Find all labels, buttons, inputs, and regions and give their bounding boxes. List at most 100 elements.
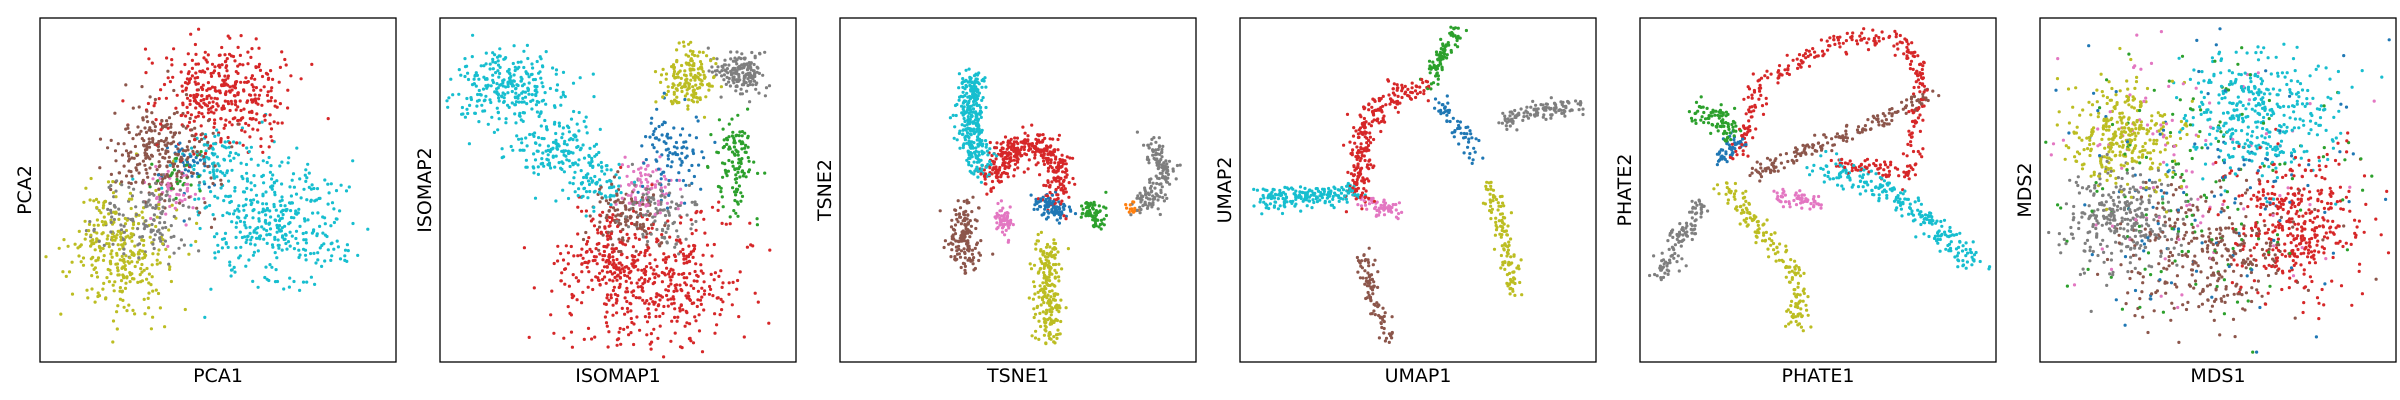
scatter-point	[271, 173, 275, 177]
scatter-point	[195, 88, 199, 92]
scatter-point	[697, 163, 701, 167]
scatter-point	[130, 239, 134, 243]
scatter-point	[957, 131, 962, 135]
scatter-point	[678, 69, 682, 73]
scatter-point	[633, 180, 637, 184]
scatter-point	[1046, 166, 1051, 170]
scatter-point	[115, 310, 119, 314]
scatter-point	[653, 201, 657, 205]
scatter-point	[280, 50, 284, 54]
scatter-point	[673, 331, 677, 335]
scatter-point	[148, 126, 152, 130]
scatter-point	[302, 238, 306, 242]
scatter-point	[510, 101, 514, 105]
scatter-point	[95, 271, 99, 275]
scatter-point	[297, 207, 301, 211]
scatter-point	[522, 111, 527, 115]
scatter-point	[1031, 150, 1035, 154]
scatter-point	[148, 166, 152, 170]
scatter-point	[737, 134, 741, 138]
scatter-point	[447, 96, 451, 100]
scatter-point	[133, 144, 137, 149]
scatter-point	[1093, 221, 1098, 225]
scatter-point	[297, 255, 301, 260]
scatter-point	[959, 249, 964, 253]
scatter-point	[495, 87, 499, 91]
scatter-point	[1057, 221, 1061, 225]
scatter-point	[689, 78, 693, 82]
scatter-point	[271, 245, 275, 249]
scatter-point	[119, 232, 123, 236]
scatter-point	[983, 177, 987, 181]
scatter-point	[676, 315, 680, 319]
scatter-point	[566, 196, 571, 201]
scatter-point	[606, 345, 610, 349]
scatter-point	[495, 82, 499, 86]
scatter-point	[175, 172, 179, 176]
scatter-point	[582, 337, 586, 341]
scatter-point	[592, 144, 597, 148]
scatter-point	[155, 215, 159, 219]
scatter-point	[1158, 182, 1162, 186]
scatter-point	[653, 185, 658, 189]
scatter-point	[682, 257, 686, 261]
scatter-point	[618, 282, 622, 286]
scatter-point	[156, 144, 160, 149]
scatter-point	[1036, 197, 1040, 201]
scatter-point	[982, 168, 986, 172]
scatter-point	[90, 287, 94, 291]
scatter-point	[311, 211, 315, 215]
scatter-point	[159, 122, 163, 126]
scatter-point	[613, 271, 617, 275]
scatter-point	[287, 156, 291, 160]
scatter-point	[1066, 247, 1070, 251]
scatter-point	[684, 53, 688, 57]
scatter-point	[969, 95, 973, 99]
scatter-point	[702, 308, 706, 312]
scatter-point	[1057, 179, 1061, 183]
scatter-point	[590, 278, 594, 282]
scatter-point	[962, 239, 966, 243]
scatter-point	[245, 186, 249, 190]
scatter-point	[280, 226, 284, 230]
scatter-point	[655, 179, 659, 183]
scatter-point	[951, 235, 955, 239]
scatter-point	[339, 183, 343, 187]
scatter-point	[197, 27, 201, 31]
scatter-point	[584, 230, 588, 235]
scatter-point	[525, 43, 530, 48]
scatter-point	[188, 99, 192, 103]
scatter-point	[964, 68, 968, 72]
scatter-point	[73, 242, 77, 246]
scatter-point	[281, 208, 285, 212]
scatter-point	[603, 315, 608, 319]
scatter-point	[257, 121, 261, 125]
scatter-point	[158, 216, 162, 220]
scatter-point	[184, 223, 188, 227]
scatter-point	[971, 91, 975, 95]
scatter-point	[712, 75, 716, 80]
scatter-point	[1159, 190, 1163, 195]
scatter-point	[227, 145, 231, 149]
scatter-point	[137, 132, 141, 136]
scatter-point	[569, 330, 574, 334]
scatter-point	[286, 106, 290, 110]
scatter-point	[667, 255, 671, 259]
scatter-point	[471, 33, 475, 37]
scatter-point	[197, 197, 201, 201]
scatter-point	[971, 110, 976, 114]
scatter-point	[532, 286, 536, 290]
scatter-point	[700, 79, 704, 83]
scatter-point	[252, 230, 256, 234]
scatter-point	[649, 232, 653, 236]
scatter-point	[122, 305, 126, 309]
scatter-point	[249, 242, 253, 246]
scatter-point	[212, 176, 216, 180]
scatter-point	[509, 144, 513, 149]
scatter-point	[612, 175, 617, 179]
scatter-point	[1165, 165, 1170, 169]
scatter-point	[289, 194, 293, 198]
scatter-point	[270, 139, 274, 143]
scatter-point	[713, 331, 717, 335]
scatter-point	[687, 337, 692, 341]
